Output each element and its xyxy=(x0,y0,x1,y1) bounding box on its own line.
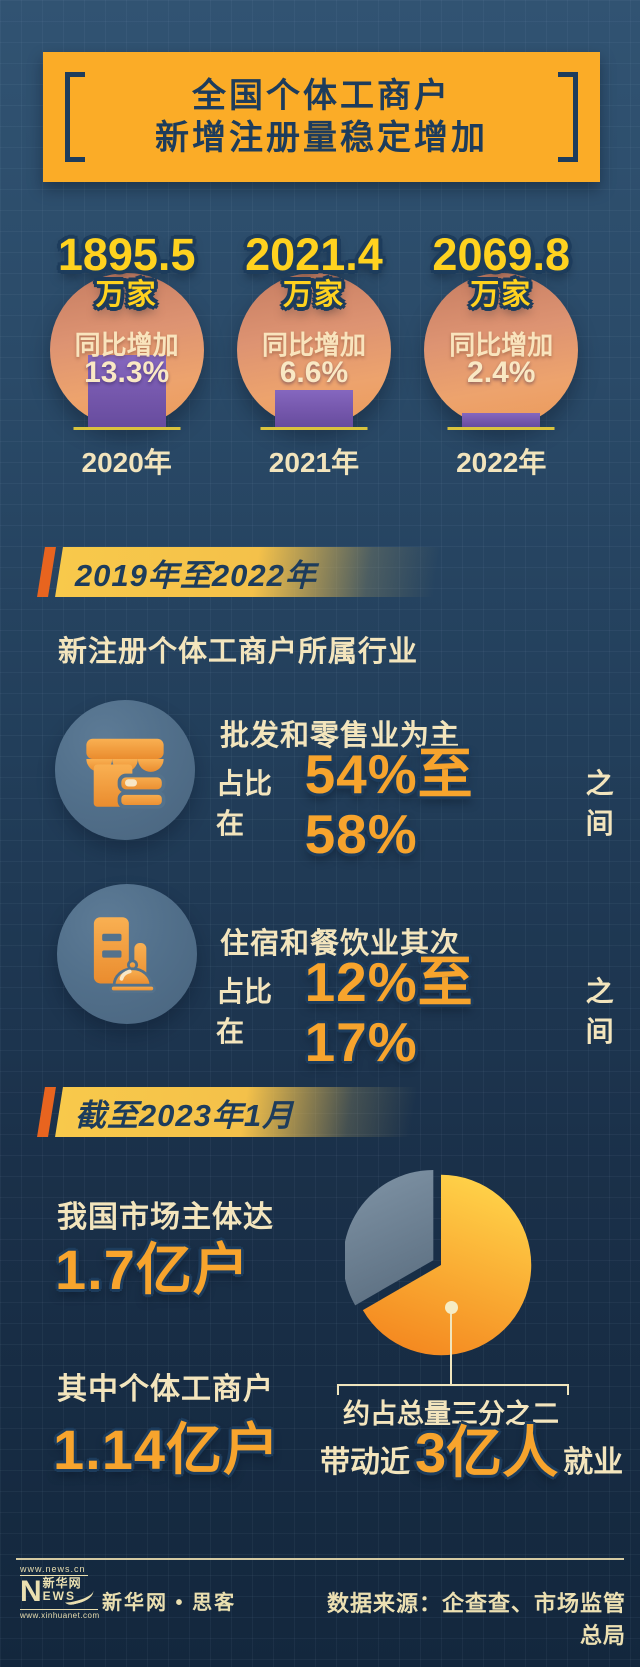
logo-letter-n: N xyxy=(20,1575,42,1608)
pie-slice-individual-business xyxy=(362,1174,532,1356)
baseline xyxy=(73,427,181,430)
section-accent-bar xyxy=(37,547,56,597)
stat-value: 2069.8 xyxy=(432,229,571,280)
share-prefix: 占比在 xyxy=(216,768,273,839)
logo-ews-text: EWS xyxy=(42,1589,77,1603)
industry-title: 住宿和餐饮业其次 xyxy=(220,928,461,960)
storefront-truck-icon xyxy=(86,738,166,809)
baseline xyxy=(260,427,368,430)
stat-2020: 1895.5 万家 同比增加 13.3% 2020年 xyxy=(33,232,220,478)
stat-2022: 2069.8 万家 同比增加 2.4% 2022年 xyxy=(408,232,595,478)
xinhua-news-mark: N 新华网 EWS xyxy=(20,1577,110,1607)
section-band: 截至2023年1月 xyxy=(55,1087,419,1137)
section-accent-bar xyxy=(37,1087,56,1137)
year-label: 2021年 xyxy=(268,447,360,478)
stat-unit: 万家 xyxy=(470,279,533,311)
logo-url-bottom: www.xinhuanet.com xyxy=(20,1609,100,1620)
share-range: 54%至58% xyxy=(304,743,474,865)
individual-label: 其中个体工商户 xyxy=(57,1373,274,1406)
logo-cn-text: 新华网 xyxy=(42,1576,82,1590)
section-header-2023: 截至2023年1月 xyxy=(37,1087,419,1137)
footer-brand: 新华网 • 思客 xyxy=(102,1592,237,1614)
hotel-cloche-icon xyxy=(93,917,156,994)
year-label: 2022年 xyxy=(456,447,547,478)
section-header-2019-2022: 2019年至2022年 xyxy=(37,547,441,597)
growth-bar xyxy=(274,390,353,427)
right-bracket-icon xyxy=(558,72,578,162)
share-suffix: 之间 xyxy=(585,976,614,1047)
left-bracket-icon xyxy=(65,72,85,162)
title-banner: 全国个体工商户 新增注册量稳定增加 xyxy=(43,52,600,182)
yoy-value: 6.6% xyxy=(279,356,349,389)
market-value: 1.7亿户 xyxy=(55,1238,250,1301)
share-range: 12%至17% xyxy=(304,951,474,1073)
section-band: 2019年至2022年 xyxy=(55,547,441,597)
stat-2021: 2021.4 万家 同比增加 6.6% 2021年 xyxy=(220,232,407,478)
industry-share: 占比在 54%至58% 之间 xyxy=(216,744,640,864)
employment-line: 带动近 3亿人 就业 xyxy=(320,1424,623,1482)
industry-icon-circle xyxy=(57,884,197,1024)
logo-url-top: www.news.cn xyxy=(20,1564,88,1576)
employment-suffix: 就业 xyxy=(563,1446,624,1479)
yoy-label: 同比增加 xyxy=(74,330,179,360)
data-source: 数据来源：企查查、市场监管总局 xyxy=(326,1591,626,1648)
stat-value: 2021.4 xyxy=(245,229,383,280)
xinhuanet-logo: www.news.cn N 新华网 EWS www.xinhuanet.com xyxy=(20,1564,110,1620)
stat-value: 1895.5 xyxy=(57,229,196,280)
section-title: 截至2023年1月 xyxy=(75,1097,295,1133)
section-title: 2019年至2022年 xyxy=(75,557,317,593)
callout-bracket xyxy=(337,1384,569,1395)
individual-value: 1.14亿户 xyxy=(53,1418,280,1481)
yearly-stats-row: 1895.5 万家 同比增加 13.3% 2020年 2021.4 万家 同比增… xyxy=(33,232,595,478)
employment-value: 3亿人 xyxy=(415,1421,559,1484)
share-suffix: 之间 xyxy=(585,768,614,839)
pie-chart xyxy=(343,1169,537,1361)
baseline xyxy=(447,427,555,430)
market-label: 我国市场主体达 xyxy=(57,1201,274,1234)
industry-title: 批发和零售业为主 xyxy=(220,720,461,752)
growth-bar xyxy=(462,413,541,427)
yoy-label: 同比增加 xyxy=(261,330,366,360)
section1-subtitle: 新注册个体工商户所属行业 xyxy=(58,636,419,668)
yoy-value: 13.3% xyxy=(84,356,170,389)
yoy-value: 2.4% xyxy=(467,356,536,389)
pie-slice-other xyxy=(343,1169,434,1306)
callout-dot xyxy=(445,1301,458,1314)
year-label: 2020年 xyxy=(81,447,172,478)
growth-bar xyxy=(87,355,166,427)
industry-icon-circle xyxy=(55,700,195,840)
stat-unit: 万家 xyxy=(282,279,345,311)
page-title-line2: 新增注册量稳定增加 xyxy=(155,119,488,157)
callout-line xyxy=(450,1312,452,1385)
employment-prefix: 带动近 xyxy=(320,1446,410,1479)
page-title-line1: 全国个体工商户 xyxy=(192,77,451,115)
share-prefix: 占比在 xyxy=(216,976,273,1047)
yoy-label: 同比增加 xyxy=(449,330,554,360)
footer-divider xyxy=(16,1558,624,1560)
stat-unit: 万家 xyxy=(95,279,158,311)
pie-callout-label: 约占总量三分之二 xyxy=(343,1399,559,1429)
industry-share: 占比在 12%至17% 之间 xyxy=(216,952,640,1072)
stat-circle xyxy=(424,273,579,427)
